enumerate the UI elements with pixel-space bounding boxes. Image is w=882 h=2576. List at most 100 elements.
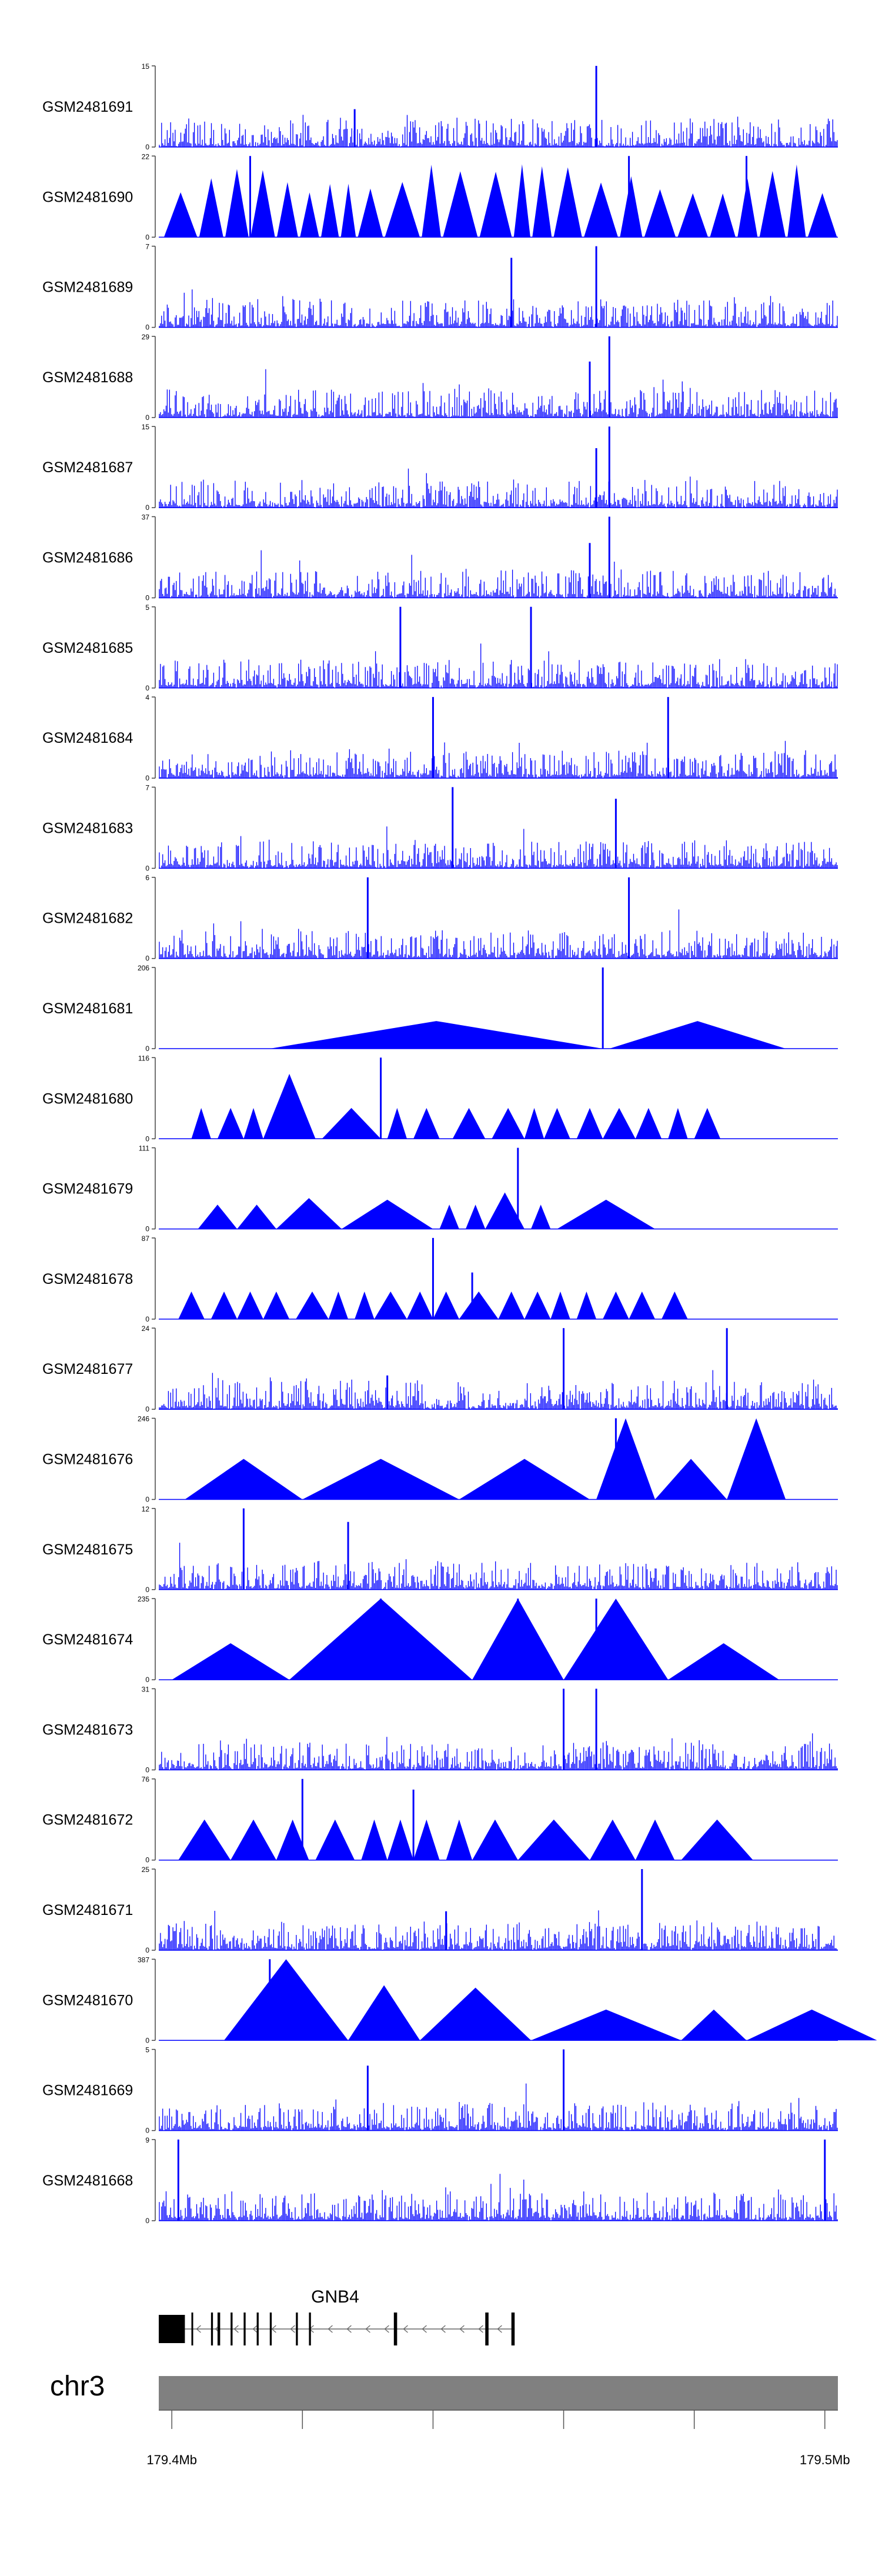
signal-triangle — [237, 1204, 276, 1229]
signal-bars — [159, 468, 838, 508]
signal-triangle — [341, 1199, 433, 1229]
signal-triangle — [237, 1291, 263, 1319]
signal-triangle — [385, 182, 420, 238]
gene-name-label: GNB4 — [311, 2287, 359, 2307]
signal-triangle — [459, 1291, 499, 1319]
y-tick-label-zero: 0 — [145, 1496, 149, 1504]
signal-triangle — [211, 1291, 238, 1319]
strand-arrow — [252, 2325, 258, 2333]
signal-bars — [159, 2174, 838, 2221]
signal-triangle — [603, 1291, 629, 1319]
y-tick-label-max: 111 — [139, 1144, 150, 1153]
y-tick-label-max: 5 — [145, 603, 149, 612]
y-tick-label-max: 246 — [138, 1415, 149, 1423]
signal-triangle — [191, 1107, 211, 1139]
signal-tracks: GSM2481691150GSM2481690220GSM248168970GS… — [42, 62, 877, 2225]
signal-triangle — [172, 1643, 290, 1680]
signal-triangle — [524, 1291, 551, 1319]
signal-bars — [159, 1370, 838, 1410]
exon — [269, 2313, 272, 2345]
exon — [309, 2313, 311, 2345]
exon — [393, 2313, 397, 2345]
track-GSM2481687: GSM2481687 15 0 — [42, 423, 838, 512]
signal-triangle — [413, 1819, 440, 1860]
signal-triangle — [355, 1291, 375, 1319]
signal-triangle — [787, 164, 806, 238]
track-GSM2481677: GSM2481677 24 0 — [42, 1324, 838, 1413]
strand-arrow — [459, 2325, 465, 2333]
y-tick-label-max: 12 — [142, 1505, 150, 1513]
track-GSM2481689: GSM2481689 7 0 — [42, 243, 838, 332]
signal-triangle — [576, 1291, 597, 1319]
axis-tick-label: 179.5Mb — [800, 2452, 850, 2467]
signal-triangle — [374, 1291, 407, 1319]
y-tick-label-zero: 0 — [145, 774, 149, 782]
signal-triangle — [517, 1819, 590, 1860]
signal-triangle — [199, 178, 223, 238]
signal-triangle — [263, 1073, 316, 1139]
strand-arrow — [497, 2325, 502, 2333]
signal-bars — [159, 826, 838, 869]
signal-triangle — [230, 1819, 276, 1860]
signal-triangle — [225, 169, 249, 238]
track-label: GSM2481672 — [42, 1812, 133, 1828]
y-tick-label-zero: 0 — [145, 2127, 149, 2135]
signal-triangle — [513, 164, 530, 238]
signal-triangle — [485, 1192, 524, 1229]
exon — [191, 2313, 193, 2345]
signal-triangle — [584, 182, 618, 238]
signal-triangle — [250, 170, 275, 238]
signal-triangle — [557, 1199, 656, 1229]
strand-arrow — [478, 2325, 483, 2333]
signal-triangle — [531, 2009, 681, 2041]
y-tick-label-max: 22 — [142, 152, 150, 161]
signal-triangle — [422, 165, 441, 238]
track-GSM2481679: GSM2481679 111 0 — [42, 1144, 838, 1233]
track-label: GSM2481678 — [42, 1271, 133, 1287]
signal-triangle — [387, 1107, 407, 1139]
y-tick-label-max: 6 — [145, 874, 149, 882]
signal-triangle — [553, 167, 582, 238]
exon — [230, 2313, 233, 2345]
signal-triangle — [727, 1418, 786, 1500]
track-GSM2481681: GSM2481681 206 0 — [42, 964, 838, 1053]
track-label: GSM2481688 — [42, 369, 133, 386]
signal-triangle — [321, 183, 339, 238]
signal-bars — [159, 1543, 838, 1590]
track-GSM2481686: GSM2481686 37 0 — [42, 513, 838, 602]
track-label: GSM2481675 — [42, 1541, 133, 1558]
track-label: GSM2481671 — [42, 1902, 133, 1918]
signal-triangle — [629, 1291, 656, 1319]
y-tick-label-max: 4 — [145, 693, 149, 702]
y-tick-label-zero: 0 — [145, 1045, 149, 1053]
y-tick-label-zero: 0 — [145, 1405, 149, 1413]
track-label: GSM2481673 — [42, 1721, 133, 1738]
signal-triangle — [340, 183, 356, 238]
y-tick-label-max: 24 — [142, 1324, 150, 1333]
track-GSM2481676: GSM2481676 246 0 — [42, 1415, 838, 1504]
y-tick-label-zero: 0 — [145, 1946, 149, 1954]
track-GSM2481670: GSM2481670 387 0 — [42, 1956, 877, 2044]
signal-triangle — [163, 192, 198, 238]
exon — [256, 2313, 259, 2345]
y-tick-label-zero: 0 — [145, 1225, 149, 1233]
track-GSM2481680: GSM2481680 116 0 — [42, 1054, 838, 1143]
signal-triangle — [459, 1459, 590, 1500]
signal-triangle — [677, 193, 709, 238]
signal-triangle — [328, 1291, 349, 1319]
signal-bars — [159, 289, 838, 328]
exon — [296, 2313, 298, 2345]
strand-arrow — [196, 2325, 201, 2333]
strand-arrow — [290, 2325, 295, 2333]
signal-bars — [159, 2083, 838, 2131]
signal-triangle — [224, 1959, 349, 2041]
chromosome-label: chr3 — [50, 2371, 105, 2402]
exon — [159, 2315, 185, 2343]
strand-arrow — [440, 2325, 446, 2333]
y-tick-label-zero: 0 — [145, 503, 149, 512]
track-GSM2481691: GSM2481691 15 0 — [42, 62, 838, 151]
y-tick-label-max: 76 — [142, 1776, 150, 1784]
track-label: GSM2481687 — [42, 459, 133, 476]
signal-bars — [159, 740, 838, 779]
chromosome-ideogram: chr3 179.4Mb 179.5Mb — [50, 2371, 850, 2467]
